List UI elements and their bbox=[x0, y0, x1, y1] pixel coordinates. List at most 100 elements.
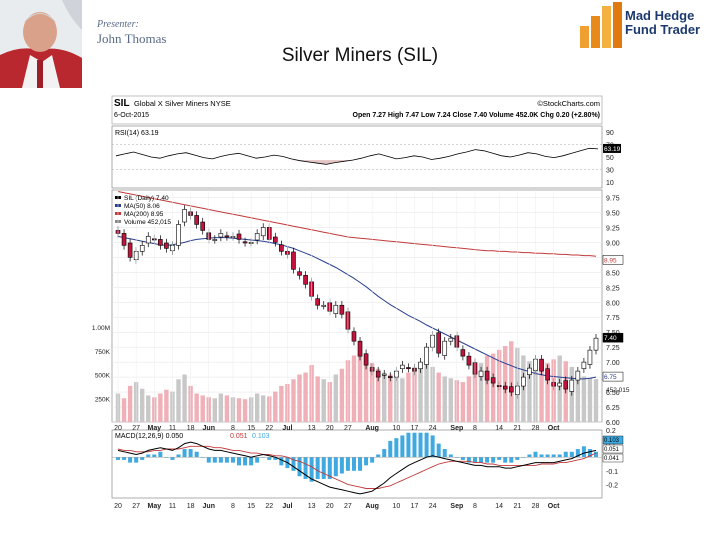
candle-body bbox=[351, 331, 357, 342]
macd-histogram-bar bbox=[460, 457, 465, 460]
x-tick-label-bottom: Jun bbox=[203, 503, 215, 510]
x-tick-label-bottom: 8 bbox=[473, 503, 477, 510]
x-tick-label: 15 bbox=[247, 425, 255, 432]
candle-body bbox=[508, 386, 514, 393]
macd-histogram-bar bbox=[448, 454, 453, 458]
macd-histogram-bar bbox=[327, 457, 332, 479]
security-title: Global X Silver Miners NYSE bbox=[134, 99, 231, 108]
macd-histogram-bar bbox=[497, 457, 502, 460]
x-tick-label: 28 bbox=[532, 425, 540, 432]
price-tick-label: 9.00 bbox=[606, 240, 620, 247]
volume-bar bbox=[363, 357, 369, 422]
macd-histogram-bar bbox=[321, 457, 326, 479]
candle-body bbox=[145, 236, 151, 244]
candle-body bbox=[273, 236, 278, 243]
stock-chart: SIL Global X Silver Miners NYSE ©StockChar… bbox=[80, 92, 640, 520]
x-tick-label-bottom: 27 bbox=[344, 503, 352, 510]
candle-body bbox=[279, 244, 284, 252]
candle-body bbox=[466, 355, 472, 366]
candle-body bbox=[442, 340, 448, 356]
macd-histogram-bar bbox=[309, 457, 314, 482]
macd-histogram-bar bbox=[152, 454, 157, 458]
volume-bar bbox=[200, 395, 205, 422]
candle-body bbox=[291, 251, 296, 270]
x-tick-label-bottom: 28 bbox=[532, 503, 540, 510]
candle-body bbox=[363, 353, 369, 366]
x-tick-label: Sep bbox=[450, 425, 463, 432]
brand-name: Mad Hedge Fund Trader bbox=[625, 9, 700, 37]
close-badge: 7.40 bbox=[604, 335, 617, 342]
macd-signal-line bbox=[117, 445, 597, 489]
volume-bar bbox=[121, 398, 127, 422]
x-tick-label: 24 bbox=[429, 425, 437, 432]
macd-histogram-bar bbox=[146, 454, 151, 458]
candle-body bbox=[418, 361, 423, 370]
x-tick-label: 14 bbox=[495, 425, 503, 432]
volume-bar bbox=[448, 378, 453, 422]
presenter-name: John Thomas bbox=[97, 31, 167, 46]
price-tick-label: 9.50 bbox=[606, 210, 620, 217]
volume-bar bbox=[382, 372, 387, 422]
candle-body bbox=[490, 377, 496, 384]
macd-histogram-bar bbox=[279, 457, 284, 466]
x-tick-label: Oct bbox=[548, 425, 560, 432]
x-tick-label: 11 bbox=[169, 425, 176, 432]
x-tick-label: 20 bbox=[114, 425, 122, 432]
volume-bar bbox=[527, 361, 532, 422]
volume-bar bbox=[261, 395, 266, 422]
candle-body bbox=[194, 215, 199, 225]
legend-entry: Volume 452,015 bbox=[124, 219, 171, 226]
rsi-frame bbox=[111, 125, 603, 189]
volume-tick-label: 500K bbox=[95, 373, 111, 380]
price-tick-label: 7.00 bbox=[606, 360, 620, 367]
candle-body bbox=[478, 370, 484, 377]
macd-histogram-bar bbox=[297, 457, 302, 477]
volume-bar bbox=[460, 382, 466, 422]
x-tick-label: May bbox=[147, 425, 161, 432]
candle-body bbox=[357, 340, 363, 357]
slide-header: Presenter: John Thomas Mad Hedge Fund Tr… bbox=[0, 0, 720, 95]
x-tick-label-bottom: Jul bbox=[282, 503, 292, 510]
macd-histogram-bar bbox=[116, 457, 120, 460]
header-box bbox=[111, 95, 603, 125]
candle-body bbox=[581, 361, 587, 370]
volume-bar bbox=[321, 379, 326, 422]
macd-badge-bg bbox=[602, 453, 624, 463]
candle-body bbox=[303, 275, 308, 285]
presenter-photo bbox=[0, 0, 82, 88]
macd-histogram-bar bbox=[485, 457, 490, 463]
x-tick-label-bottom: 15 bbox=[247, 503, 255, 510]
volume-bar bbox=[218, 393, 224, 422]
x-tick-label-bottom: 21 bbox=[513, 503, 521, 510]
macd-histogram-bar bbox=[370, 457, 375, 463]
quote-line: Open 7.27 High 7.47 Low 7.24 Close 7.40 … bbox=[353, 112, 601, 119]
macd-histogram-bar bbox=[575, 449, 580, 458]
brand-line-2: Fund Trader bbox=[625, 22, 701, 37]
macd-histogram-bar bbox=[291, 457, 296, 471]
macd-histogram-bar bbox=[339, 457, 344, 474]
macd-histogram-bar bbox=[345, 457, 350, 471]
macd-histogram-bar bbox=[170, 457, 175, 460]
volume-bar bbox=[194, 393, 199, 422]
price-tick-label: 6.00 bbox=[606, 420, 620, 427]
macd-histogram-bar bbox=[479, 457, 484, 463]
brand-bars-icon bbox=[580, 2, 622, 48]
candle-body bbox=[218, 233, 224, 238]
volume-bar bbox=[545, 363, 550, 422]
volume-bar bbox=[291, 379, 296, 422]
volume-bar bbox=[182, 374, 187, 422]
x-tick-label: 20 bbox=[326, 425, 334, 432]
x-tick-label: 27 bbox=[132, 425, 140, 432]
x-tick-label-bottom: 13 bbox=[308, 503, 316, 510]
ma50-badge-bg bbox=[602, 371, 624, 382]
x-tick-label: Jun bbox=[203, 425, 215, 432]
candle-body bbox=[224, 235, 230, 238]
volume-bar bbox=[236, 398, 242, 422]
macd-histogram-bar bbox=[358, 457, 363, 471]
candle-body bbox=[563, 380, 569, 390]
macd-histogram-bar bbox=[200, 457, 205, 458]
x-tick-label-bottom: 22 bbox=[265, 503, 273, 510]
x-tick-label-bottom: 24 bbox=[429, 503, 437, 510]
candle-body bbox=[333, 304, 339, 314]
